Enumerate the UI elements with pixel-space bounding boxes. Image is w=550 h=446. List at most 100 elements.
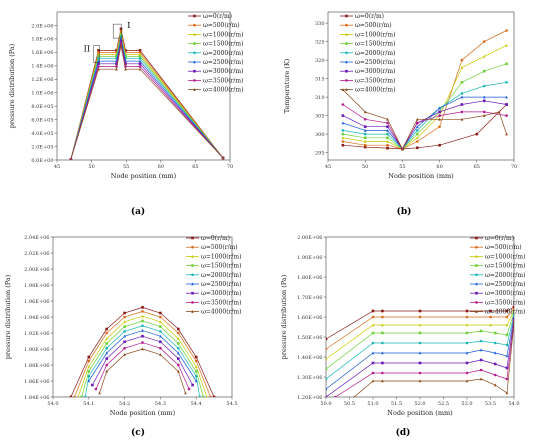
data-point bbox=[386, 139, 389, 143]
data-point bbox=[105, 331, 108, 335]
series-line-2 bbox=[77, 315, 208, 397]
data-point bbox=[460, 65, 464, 69]
legend-marker bbox=[191, 282, 194, 286]
legend-marker bbox=[191, 310, 194, 313]
data-point bbox=[221, 156, 225, 160]
data-point bbox=[87, 379, 91, 383]
legend-marker bbox=[191, 291, 194, 295]
data-point bbox=[159, 315, 162, 319]
legend-label: ω=2000(r/m) bbox=[355, 50, 395, 57]
data-point bbox=[381, 361, 384, 365]
data-point bbox=[438, 143, 441, 147]
x-tick-label: 70 bbox=[227, 164, 233, 170]
data-point bbox=[505, 62, 508, 66]
data-point bbox=[138, 57, 142, 60]
legend-label: ω=3500(r/m) bbox=[203, 77, 243, 84]
panel-label: (b) bbox=[397, 206, 412, 217]
data-point bbox=[460, 95, 464, 99]
data-point bbox=[87, 359, 91, 363]
data-point bbox=[505, 366, 509, 370]
data-point bbox=[326, 347, 328, 351]
x-tick-label: 60 bbox=[436, 164, 442, 170]
legend-label: ω=1000(r/m) bbox=[485, 253, 525, 260]
y-tick-label: 1.4E+06 bbox=[31, 64, 53, 70]
data-point bbox=[341, 114, 345, 117]
data-point bbox=[386, 125, 389, 128]
annotation-label: II bbox=[84, 45, 90, 54]
series-group bbox=[69, 27, 225, 160]
series-line-3 bbox=[326, 312, 514, 370]
data-point bbox=[91, 383, 94, 387]
legend-label: ω=3500(r/m) bbox=[485, 299, 525, 306]
data-point bbox=[177, 346, 180, 350]
data-point bbox=[141, 329, 144, 332]
data-point bbox=[115, 62, 118, 66]
legend-marker bbox=[345, 51, 348, 55]
data-point bbox=[363, 110, 367, 114]
data-point bbox=[371, 361, 375, 365]
data-point bbox=[105, 337, 108, 340]
x-tick-label: 52.0 bbox=[414, 401, 425, 407]
data-point bbox=[386, 143, 389, 147]
data-point bbox=[438, 110, 441, 114]
y-tick-label: 0.0E+00 bbox=[31, 158, 53, 164]
x-tick-label: 54.5 bbox=[226, 401, 237, 407]
data-point bbox=[460, 81, 464, 84]
data-point bbox=[123, 334, 126, 338]
series-line-0 bbox=[342, 104, 507, 150]
data-point bbox=[386, 132, 389, 136]
y-tick-label: 300 bbox=[315, 132, 325, 138]
x-tick-label: 55 bbox=[399, 164, 405, 170]
data-point bbox=[105, 357, 108, 360]
legend-marker bbox=[475, 282, 478, 286]
legend-label: ω=0(r/m) bbox=[355, 13, 384, 20]
data-point bbox=[465, 379, 469, 383]
legend-marker bbox=[193, 51, 196, 55]
data-point bbox=[386, 128, 389, 132]
x-tick-label: 54.0 bbox=[47, 401, 58, 407]
x-tick-label: 70 bbox=[511, 164, 517, 170]
data-point bbox=[418, 341, 422, 345]
data-point bbox=[415, 132, 419, 136]
data-point bbox=[159, 311, 162, 315]
y-tick-label: 1.80E+06 bbox=[297, 275, 322, 281]
x-tick-label: 54.2 bbox=[119, 401, 130, 407]
data-point bbox=[371, 371, 375, 375]
data-point bbox=[482, 110, 486, 114]
data-point bbox=[465, 315, 469, 319]
data-point bbox=[187, 387, 191, 391]
y-tick-label: 1.98E+06 bbox=[24, 283, 49, 289]
x-tick-label: 45 bbox=[54, 164, 60, 170]
legend-label: ω=4000(r/m) bbox=[485, 309, 525, 316]
data-point bbox=[386, 121, 389, 125]
y-tick-label: 1.50E+06 bbox=[297, 335, 322, 341]
data-point bbox=[141, 310, 144, 313]
x-tick-label: 65 bbox=[192, 164, 198, 170]
x-axis-label: Node position (mm) bbox=[388, 172, 454, 180]
legend-label: ω=2500(r/m) bbox=[355, 59, 395, 66]
data-point bbox=[482, 69, 486, 73]
data-point bbox=[326, 367, 328, 371]
legend-marker bbox=[193, 69, 196, 73]
data-point bbox=[505, 43, 508, 47]
y-axis-label: pressure distribution (Pa) bbox=[280, 274, 288, 359]
data-point bbox=[415, 146, 419, 150]
data-point bbox=[363, 136, 367, 140]
data-point bbox=[177, 363, 180, 367]
legend-label: ω=1500(r/m) bbox=[203, 41, 243, 48]
plot-frame bbox=[327, 11, 515, 161]
data-point bbox=[418, 379, 422, 383]
data-point bbox=[159, 320, 162, 324]
data-point bbox=[505, 81, 508, 84]
data-point bbox=[97, 57, 100, 60]
legend-label: ω=0(r/m) bbox=[485, 235, 514, 242]
y-tick-label: 295 bbox=[315, 150, 325, 156]
x-tick-label: 50 bbox=[88, 164, 94, 170]
data-point bbox=[505, 114, 508, 117]
data-point bbox=[326, 337, 328, 341]
data-point bbox=[460, 117, 464, 121]
data-point bbox=[198, 395, 202, 397]
data-point bbox=[141, 341, 144, 344]
data-point bbox=[77, 395, 79, 397]
data-point bbox=[415, 136, 419, 140]
